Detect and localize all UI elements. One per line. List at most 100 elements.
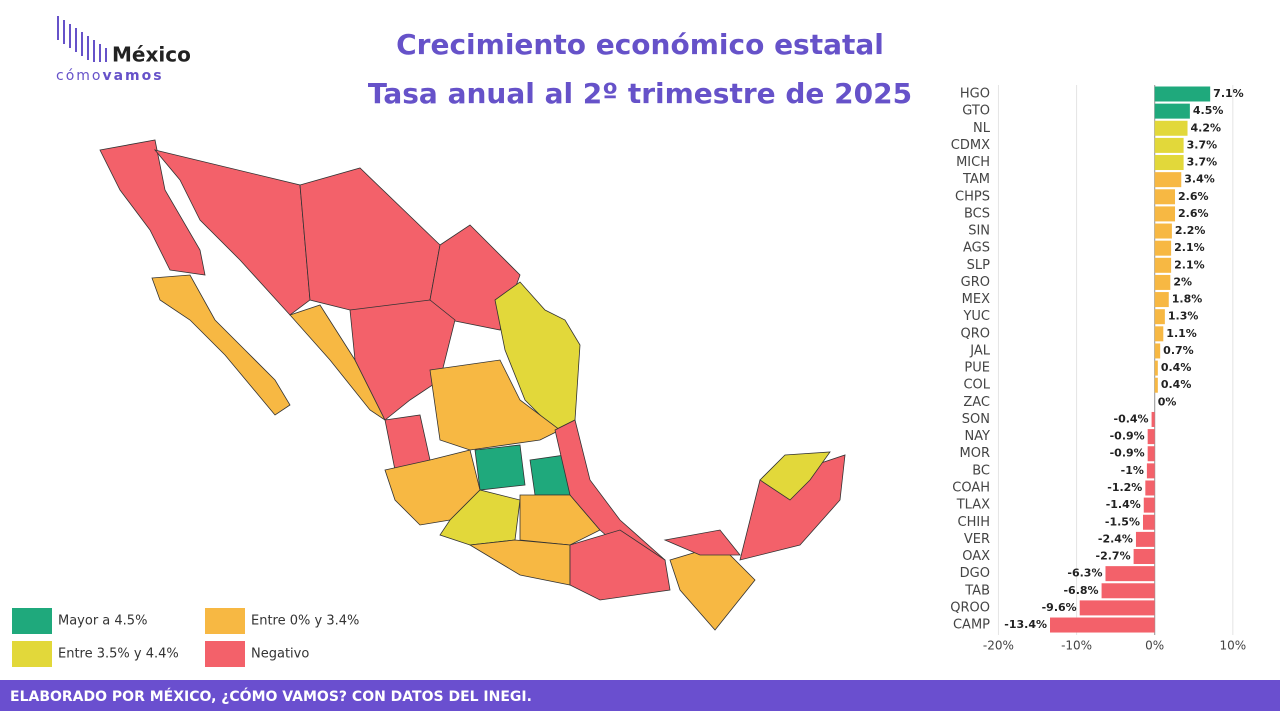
bar [1154, 223, 1172, 239]
y-tick-label: TAB [964, 583, 990, 598]
value-label: 0.7% [1163, 344, 1194, 357]
y-tick-label: NAY [964, 429, 990, 444]
bar [1154, 292, 1169, 308]
chart-subtitle: Tasa anual al 2º trimestre de 2025 [368, 77, 912, 110]
map [99, 139, 846, 631]
legend-swatch [205, 608, 245, 634]
bar [1154, 172, 1182, 188]
value-label: 1.1% [1166, 327, 1197, 340]
bar [1154, 360, 1158, 376]
legend: Mayor a 4.5% Entre 0% y 3.4% Entre 3.5% y … [12, 608, 359, 667]
value-label: 0.4% [1161, 378, 1192, 391]
value-label: -1% [1121, 464, 1144, 477]
x-tick-label: 10% [1220, 639, 1247, 653]
y-tick-label: PUE [964, 361, 990, 376]
y-tick-label: MEX [962, 292, 990, 307]
y-tick-label: SLP [967, 258, 990, 273]
value-label: 1.3% [1168, 310, 1199, 323]
value-label: -2.4% [1098, 532, 1133, 545]
value-label: -1.2% [1107, 481, 1142, 494]
value-label: 7.1% [1213, 87, 1244, 100]
value-label: 2.2% [1175, 224, 1206, 237]
value-label: -9.6% [1042, 601, 1077, 614]
x-tick-label: -20% [983, 639, 1014, 653]
legend-label: Negativo [251, 647, 309, 662]
value-label: 2.1% [1174, 241, 1205, 254]
bar [1147, 429, 1155, 445]
value-label: -1.5% [1105, 515, 1140, 528]
logo: México cómovamos [56, 16, 191, 84]
y-tick-label: OAX [962, 549, 990, 564]
y-tick-label: JAL [969, 343, 990, 358]
value-label: -0.9% [1110, 447, 1145, 460]
value-label: 4.2% [1191, 121, 1222, 134]
y-tick-label: CDMX [951, 138, 990, 153]
bar [1101, 583, 1155, 599]
value-label: -6.8% [1063, 584, 1098, 597]
bar [1133, 549, 1155, 565]
y-tick-label: AGS [963, 241, 990, 256]
logo-name: México [112, 43, 191, 67]
footer-band [0, 680, 1280, 711]
y-tick-label: COAH [952, 480, 990, 495]
legend-label: Mayor a 4.5% [58, 614, 147, 629]
legend-label: Entre 3.5% y 4.4% [58, 647, 179, 662]
footer: ELABORADO POR MÉXICO, ¿CÓMO VAMOS? CON D… [10, 687, 532, 705]
bar [1154, 257, 1172, 273]
logo-tag: cómovamos [56, 68, 164, 84]
value-label: 2.1% [1174, 258, 1205, 271]
y-tick-label: GRO [961, 275, 990, 290]
legend-swatch [12, 608, 52, 634]
bar [1154, 103, 1190, 119]
bar [1154, 189, 1176, 205]
y-tick-label: TLAX [956, 498, 990, 513]
value-label: -0.9% [1110, 430, 1145, 443]
y-tick-label: CAMP [953, 618, 990, 633]
y-tick-label: HGO [960, 87, 990, 102]
bar [1154, 137, 1184, 153]
bar [1154, 155, 1184, 171]
y-tick-label: YUC [962, 309, 990, 324]
x-tick-label: -10% [1061, 639, 1092, 653]
value-label: 3.7% [1187, 138, 1218, 151]
y-tick-label: TAM [962, 172, 990, 187]
value-label: -13.4% [1004, 618, 1047, 631]
y-tick-label: CHPS [955, 189, 990, 204]
y-tick-label: MICH [956, 155, 990, 170]
value-label: 3.4% [1184, 173, 1215, 186]
bar [1151, 411, 1155, 427]
bar-chart: -20% -10% 0% 10% HGO 7.1% GTO 4.5% NL 4.2% CDMX 3.7… [950, 85, 1246, 653]
bar [1143, 497, 1155, 513]
value-label: 4.5% [1193, 104, 1224, 117]
y-tick-label: QRO [961, 326, 991, 341]
y-tick-label: SIN [968, 224, 990, 239]
bar [1154, 86, 1211, 102]
bar [1079, 600, 1155, 616]
value-label: -2.7% [1096, 550, 1131, 563]
bar [1154, 326, 1164, 342]
y-tick-label: CHIH [958, 515, 990, 530]
legend-label: Entre 0% y 3.4% [251, 614, 359, 629]
bar [1142, 514, 1155, 530]
x-tick-label: 0% [1145, 639, 1164, 653]
y-tick-label: COL [963, 378, 990, 393]
y-tick-label: NL [973, 121, 991, 136]
bar [1154, 309, 1165, 325]
value-label: -0.4% [1114, 412, 1149, 425]
value-label: 2.6% [1178, 207, 1209, 220]
y-tick-label: BC [972, 463, 990, 478]
value-label: 0% [1158, 395, 1177, 408]
bar [1135, 531, 1155, 547]
y-tick-label: ZAC [963, 395, 990, 410]
bar [1147, 446, 1155, 462]
bar [1154, 206, 1176, 222]
bar [1154, 274, 1171, 290]
bar [1154, 343, 1161, 359]
value-label: 2.6% [1178, 190, 1209, 203]
bar [1154, 120, 1188, 136]
y-tick-label: DGO [960, 566, 990, 581]
bar [1105, 566, 1155, 582]
value-label: 3.7% [1187, 156, 1218, 169]
value-label: 2% [1173, 275, 1192, 288]
